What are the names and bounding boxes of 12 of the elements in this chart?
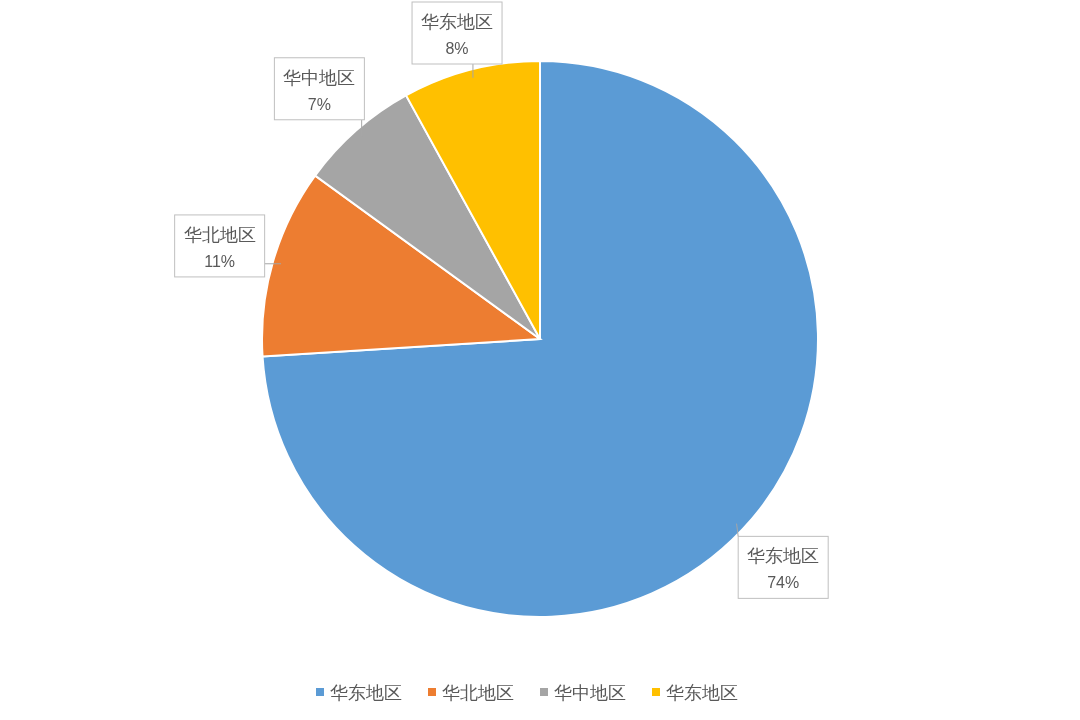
data-label: 7% [307, 95, 331, 113]
slice-label: 华北地区 [183, 224, 256, 245]
slice-label: 华东地区 [747, 546, 820, 567]
legend-label: 华东地区 [330, 683, 402, 703]
legend-label: 华东地区 [666, 683, 738, 703]
data-label: 11% [204, 252, 236, 270]
data-label: 8% [445, 40, 469, 57]
legend-label: 华北地区 [442, 683, 514, 703]
slice-label: 华中地区 [283, 67, 356, 88]
data-label: 74% [767, 574, 800, 592]
legend-label: 华中地区 [554, 683, 626, 703]
slice-label: 华东地区 [421, 12, 494, 32]
